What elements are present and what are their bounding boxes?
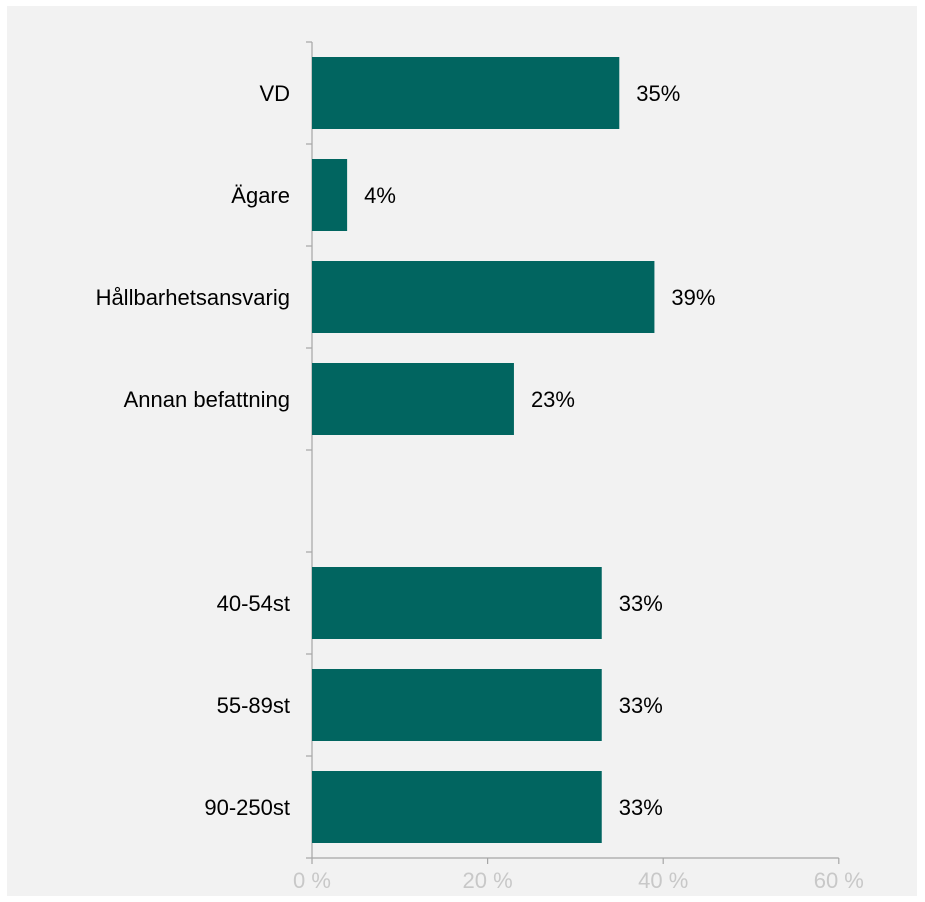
data-label: 35% (636, 81, 680, 106)
data-label: 33% (619, 795, 663, 820)
bar (312, 669, 602, 741)
category-label: Annan befattning (124, 387, 290, 412)
category-label: Hållbarhetsansvarig (96, 285, 290, 310)
bar (312, 771, 602, 843)
bar (312, 261, 655, 333)
bar-chart: 0 % 20 % 40 % 60 % VD 35% Ägare 4% Hållbarhetsan… (96, 41, 864, 893)
bar (312, 57, 620, 129)
data-label: 33% (619, 693, 663, 718)
data-label: 39% (671, 285, 715, 310)
x-tick-label: 60 % (814, 868, 864, 893)
data-label: 4% (364, 183, 396, 208)
category-label: 40-54st (217, 591, 290, 616)
bar (312, 567, 602, 639)
x-tick-label: 20 % (463, 868, 513, 893)
data-label: 23% (531, 387, 575, 412)
category-label: 55-89st (217, 693, 290, 718)
bar (312, 363, 514, 435)
data-label: 33% (619, 591, 663, 616)
x-tick-label: 0 % (293, 868, 331, 893)
category-label: 90-250st (204, 795, 290, 820)
chart-area: 0 % 20 % 40 % 60 % VD 35% Ägare 4% Hållbarhetsan… (7, 6, 917, 896)
category-label: Ägare (231, 183, 290, 208)
category-label: VD (259, 81, 290, 106)
bar (312, 159, 348, 231)
x-tick-label: 40 % (638, 868, 688, 893)
